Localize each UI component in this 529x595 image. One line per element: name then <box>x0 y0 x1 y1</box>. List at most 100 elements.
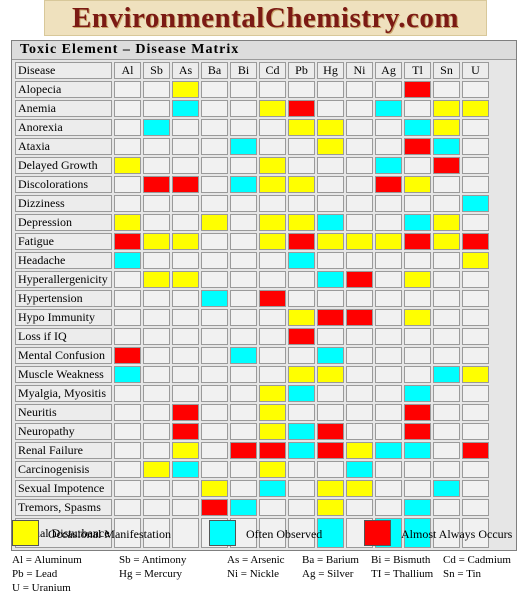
matrix-cell-ag <box>375 290 402 307</box>
matrix-row: Carcinogenisis <box>15 461 489 478</box>
matrix-cell-hg <box>317 100 344 117</box>
matrix-cell-ag <box>375 81 402 98</box>
matrix-cell-pb <box>288 347 315 364</box>
matrix-cell-u <box>462 138 489 155</box>
matrix-cell-sn <box>433 138 460 155</box>
matrix-cell-sb <box>143 366 170 383</box>
element-header-ba: Ba <box>201 62 228 79</box>
matrix-cell-cd <box>259 81 286 98</box>
disease-label: Sexual Impotence <box>15 480 112 497</box>
matrix-cell-sb <box>143 119 170 136</box>
matrix-cell-u <box>462 195 489 212</box>
matrix-cell-al <box>114 423 141 440</box>
disease-label: Loss if IQ <box>15 328 112 345</box>
matrix-cell-al <box>114 404 141 421</box>
matrix-cell-ag <box>375 233 402 250</box>
matrix-cell-sn <box>433 233 460 250</box>
element-header-sn: Sn <box>433 62 460 79</box>
matrix-title: Toxic Element – Disease Matrix <box>12 41 516 60</box>
matrix-row: Fatigue <box>15 233 489 250</box>
matrix-cell-ag <box>375 176 402 193</box>
matrix-cell-cd <box>259 176 286 193</box>
matrix-cell-tl <box>404 233 431 250</box>
matrix-cell-u <box>462 328 489 345</box>
matrix-cell-as <box>172 499 199 516</box>
element-header-sb: Sb <box>143 62 170 79</box>
disease-label: Fatigue <box>15 233 112 250</box>
matrix-cell-al <box>114 328 141 345</box>
matrix-cell-tl <box>404 461 431 478</box>
matrix-cell-sb <box>143 442 170 459</box>
element-header-as: As <box>172 62 199 79</box>
matrix-cell-tl <box>404 328 431 345</box>
matrix-cell-ag <box>375 119 402 136</box>
matrix-cell-ba <box>201 176 228 193</box>
matrix-cell-as <box>172 119 199 136</box>
matrix-cell-al <box>114 195 141 212</box>
matrix-cell-u <box>462 214 489 231</box>
legend-always-label: Almost Always Occurs <box>401 527 513 541</box>
matrix-cell-ag <box>375 214 402 231</box>
matrix-cell-ba <box>201 404 228 421</box>
matrix-row: Anemia <box>15 100 489 117</box>
matrix-cell-cd <box>259 385 286 402</box>
matrix-cell-u <box>462 309 489 326</box>
matrix-cell-pb <box>288 499 315 516</box>
element-header-cd: Cd <box>259 62 286 79</box>
matrix-cell-bi <box>230 138 257 155</box>
legend-occasional-swatch <box>12 520 39 546</box>
matrix-table: Disease Al Sb As Ba Bi Cd Pb Hg Ni Ag Tl Sn U Alopec… <box>13 60 491 550</box>
disease-label: Ataxia <box>15 138 112 155</box>
matrix-cell-bi <box>230 385 257 402</box>
matrix-cell-hg <box>317 480 344 497</box>
matrix-cell-hg <box>317 442 344 459</box>
matrix-cell-cd <box>259 404 286 421</box>
matrix-cell-sn <box>433 157 460 174</box>
matrix-row: Tremors, Spasms <box>15 499 489 516</box>
matrix-cell-as <box>172 480 199 497</box>
matrix-cell-sb <box>143 176 170 193</box>
matrix-cell-al <box>114 271 141 288</box>
matrix-cell-ba <box>201 138 228 155</box>
matrix-cell-sb <box>143 347 170 364</box>
matrix-cell-al <box>114 252 141 269</box>
matrix-cell-bi <box>230 404 257 421</box>
matrix-cell-al <box>114 176 141 193</box>
matrix-row: Loss if IQ <box>15 328 489 345</box>
matrix-cell-pb <box>288 480 315 497</box>
matrix-cell-bi <box>230 214 257 231</box>
matrix-cell-sn <box>433 442 460 459</box>
matrix-cell-al <box>114 214 141 231</box>
element-header-ag: Ag <box>375 62 402 79</box>
matrix-cell-bi <box>230 252 257 269</box>
matrix-row: Ataxia <box>15 138 489 155</box>
matrix-cell-ag <box>375 309 402 326</box>
matrix-cell-ba <box>201 385 228 402</box>
matrix-cell-al <box>114 480 141 497</box>
disease-label: Neuropathy <box>15 423 112 440</box>
matrix-cell-pb <box>288 328 315 345</box>
matrix-row: Discolorations <box>15 176 489 193</box>
matrix-cell-sb <box>143 81 170 98</box>
matrix-cell-al <box>114 442 141 459</box>
matrix-cell-hg <box>317 81 344 98</box>
matrix-cell-as <box>172 423 199 440</box>
matrix-cell-sn <box>433 252 460 269</box>
matrix-row: Depression <box>15 214 489 231</box>
matrix-cell-u <box>462 461 489 478</box>
matrix-cell-as <box>172 347 199 364</box>
matrix-cell-hg <box>317 309 344 326</box>
matrix-cell-cd <box>259 328 286 345</box>
matrix-cell-bi <box>230 461 257 478</box>
matrix-cell-ag <box>375 366 402 383</box>
matrix-cell-ag <box>375 195 402 212</box>
matrix-cell-sb <box>143 100 170 117</box>
matrix-cell-u <box>462 119 489 136</box>
matrix-cell-al <box>114 119 141 136</box>
matrix-cell-cd <box>259 290 286 307</box>
disease-label: Discolorations <box>15 176 112 193</box>
matrix-cell-tl <box>404 404 431 421</box>
matrix-cell-hg <box>317 423 344 440</box>
matrix-cell-cd <box>259 442 286 459</box>
disease-column-header: Disease <box>15 62 112 79</box>
